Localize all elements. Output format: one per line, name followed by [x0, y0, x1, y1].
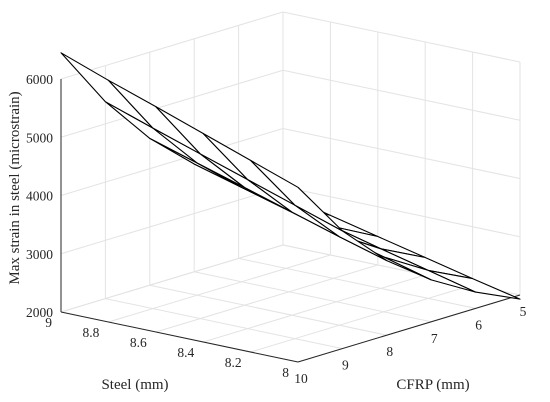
z-tick-label: 5000	[26, 130, 53, 145]
y-tick-label: 7	[431, 331, 438, 346]
back-wall-grid-line	[60, 244, 284, 313]
x-tick-label: 8.2	[225, 355, 242, 370]
y-tick-label: 9	[342, 358, 349, 373]
y-axis-line	[297, 294, 521, 363]
surface-patch	[427, 269, 521, 300]
z-tick-label: 4000	[26, 189, 53, 204]
side-wall-grid-line	[282, 11, 521, 63]
y-axis-label: CFRP (mm)	[396, 377, 469, 393]
y-tick-label: 8	[386, 344, 393, 359]
x-tick-label: 8.8	[83, 325, 100, 340]
back-wall-grid-line	[60, 11, 284, 80]
floor-grid-line	[149, 284, 387, 336]
x-tick-label: 9	[45, 315, 52, 330]
side-wall-grid-line	[282, 128, 521, 179]
x-axis-line	[60, 311, 299, 363]
floor-grid-line	[238, 257, 476, 309]
z-tick-label: 3000	[26, 247, 53, 262]
floor-grid-line	[250, 284, 473, 353]
surface-mesh	[60, 52, 521, 300]
floor-grid-line	[194, 271, 432, 323]
floor-grid-line	[155, 264, 378, 333]
floor-grid-line	[203, 274, 426, 343]
y-tick-label: 5	[520, 304, 527, 319]
surface-patch	[60, 52, 154, 129]
back-wall-grid-line	[60, 128, 284, 196]
x-tick-label: 8	[282, 365, 289, 380]
x-tick-label: 8.6	[130, 335, 147, 350]
y-tick-label: 6	[475, 317, 482, 332]
z-tick-label: 6000	[26, 72, 53, 87]
surface-patch	[250, 159, 343, 232]
x-axis-label: Steel (mm)	[101, 377, 168, 393]
back-wall-grid-line	[60, 69, 284, 138]
floor-grid-line	[108, 254, 331, 323]
x-tick-label: 8.4	[177, 345, 194, 360]
back-wall-grid-line	[60, 186, 284, 255]
side-wall-grid-line	[282, 186, 521, 238]
y-tick-label: 10	[294, 371, 308, 386]
z-axis-label: Max strain in steel (microstrain)	[7, 91, 23, 284]
floor-grid-line	[105, 298, 343, 350]
surface-patch	[294, 204, 388, 262]
axes	[60, 79, 521, 363]
side-wall-grid-line	[282, 69, 521, 121]
tick-labels: 2000 3000 4000 5000 6000 8 8.2 8.4 8.6 8.8 9 10 9 8 7 6…	[26, 72, 527, 386]
z-tick-label: 2000	[26, 305, 53, 320]
surface-patch	[107, 79, 201, 155]
